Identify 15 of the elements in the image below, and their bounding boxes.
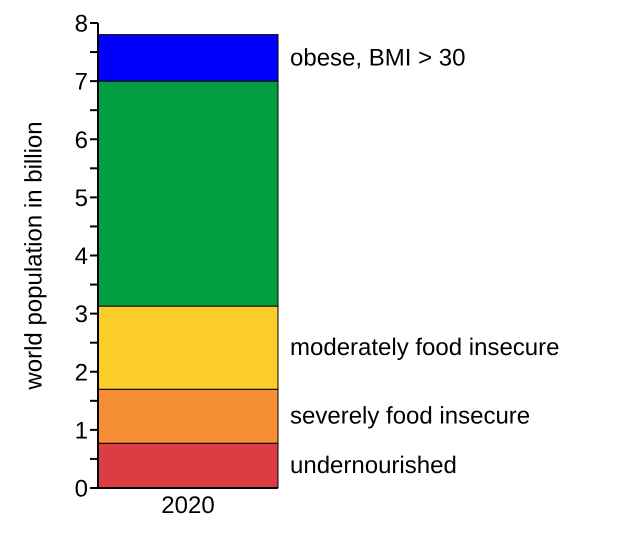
y-axis-title: world population in billion: [20, 121, 48, 391]
y-tick-label: 3: [74, 301, 88, 328]
y-tick-label: 6: [74, 126, 88, 154]
x-tick-label: 2020: [161, 492, 215, 520]
series-label: obese, BMI > 30: [290, 44, 466, 72]
y-tick-label: 2: [74, 359, 88, 386]
y-tick-label: 5: [74, 184, 88, 212]
y-tick-label: 0: [74, 476, 88, 503]
y-tick-label: 1: [74, 417, 88, 444]
y-tick-label: 8: [74, 10, 88, 38]
series-label: severely food insecure: [290, 402, 530, 430]
series-label: undernourished: [290, 452, 457, 480]
series-label: moderately food insecure: [290, 334, 560, 362]
y-tick-label: 4: [74, 243, 88, 270]
y-tick-label: 7: [74, 68, 88, 96]
